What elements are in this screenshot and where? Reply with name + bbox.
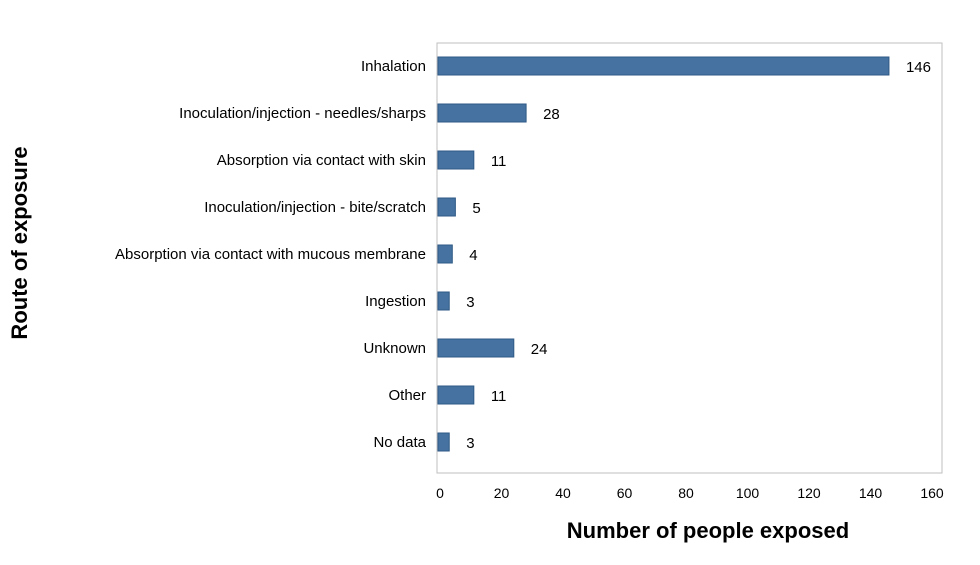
x-tick-label: 40 [555, 485, 571, 501]
category-label: Other [388, 387, 426, 404]
bar [437, 103, 527, 123]
x-tick-label: 120 [797, 485, 821, 501]
data-label: 4 [469, 247, 477, 264]
plot-frame [436, 42, 943, 474]
bar [437, 197, 456, 217]
data-label: 11 [491, 388, 507, 405]
data-label: 11 [491, 153, 507, 170]
y-axis-title: Route of exposure [7, 146, 32, 339]
data-label: 3 [466, 435, 474, 452]
bar [437, 244, 453, 264]
x-axis-ticks: 0 20 40 60 80 100 120 140 160 [436, 485, 944, 501]
category-label: Absorption via contact with skin [217, 152, 426, 169]
bars-group [437, 56, 890, 452]
x-tick-label: 100 [736, 485, 760, 501]
category-label: Inoculation/injection - needles/sharps [179, 105, 426, 122]
bar [437, 291, 450, 311]
data-label: 3 [466, 294, 474, 311]
x-tick-label: 60 [617, 485, 633, 501]
category-label: Inoculation/injection - bite/scratch [204, 199, 426, 216]
data-label: 146 [906, 59, 931, 76]
x-axis-title: Number of people exposed [567, 518, 849, 543]
x-tick-label: 160 [920, 485, 944, 501]
category-labels: Inhalation Inoculation/injection - needle… [115, 58, 427, 451]
bar [437, 338, 515, 358]
bar [437, 432, 450, 452]
category-label: Inhalation [361, 58, 426, 75]
x-tick-label: 20 [494, 485, 510, 501]
data-label: 28 [543, 106, 560, 123]
data-label: 24 [531, 341, 548, 358]
bar [437, 150, 475, 170]
x-tick-label: 140 [859, 485, 883, 501]
category-label: No data [373, 434, 426, 451]
category-label: Absorption via contact with mucous membr… [115, 246, 426, 263]
category-label: Unknown [363, 340, 426, 357]
value-labels: 146 28 11 5 4 3 24 11 3 [466, 59, 931, 452]
bar [437, 385, 475, 405]
data-label: 5 [472, 200, 480, 217]
bar [437, 56, 890, 76]
category-label: Ingestion [365, 293, 426, 310]
x-tick-label: 80 [678, 485, 694, 501]
x-tick-label: 0 [436, 485, 444, 501]
